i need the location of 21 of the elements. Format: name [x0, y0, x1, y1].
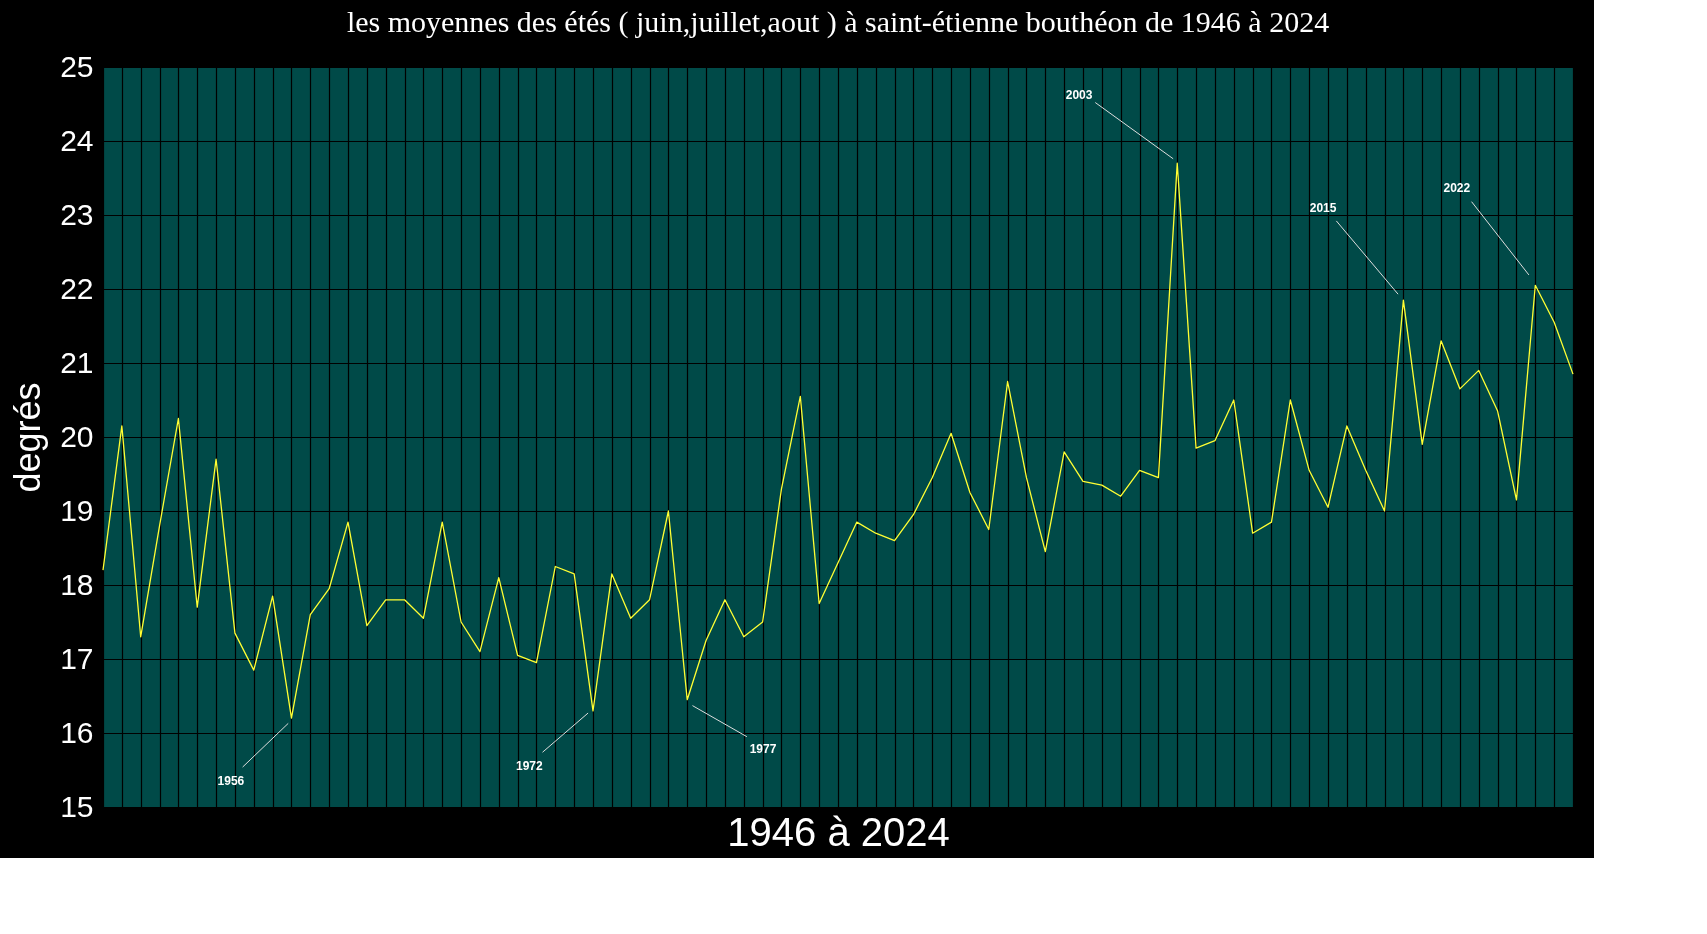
y-tick-label: 21: [60, 345, 94, 379]
chart-title: les moyennes des étés ( juin,juillet,aout ) à saint-étienne bouthéon de 1946 à 2024: [346, 5, 1330, 39]
y-tick-label: 23: [60, 197, 94, 231]
y-axis-title: degrés: [7, 382, 49, 493]
y-tick-label: 18: [60, 567, 94, 601]
annotation: 1977: [749, 742, 777, 757]
y-tick-label: 16: [60, 715, 94, 749]
annotation: 2003: [1065, 88, 1093, 103]
y-tick-label: 25: [60, 49, 94, 83]
y-tick-label: 19: [60, 493, 94, 527]
annotation: 1956: [217, 774, 245, 789]
annotation: 2022: [1443, 181, 1471, 196]
x-axis-title: 1946 à 2024: [727, 809, 950, 854]
y-tick-label: 24: [60, 123, 94, 157]
y-tick-label: 15: [60, 789, 94, 823]
line-series: [102, 162, 1574, 719]
annotation: 2015: [1309, 200, 1337, 215]
y-tick-label: 22: [60, 271, 94, 305]
annotation: 1972: [515, 759, 543, 774]
y-tick-label: 20: [60, 419, 94, 453]
y-tick-label: 17: [60, 641, 94, 675]
